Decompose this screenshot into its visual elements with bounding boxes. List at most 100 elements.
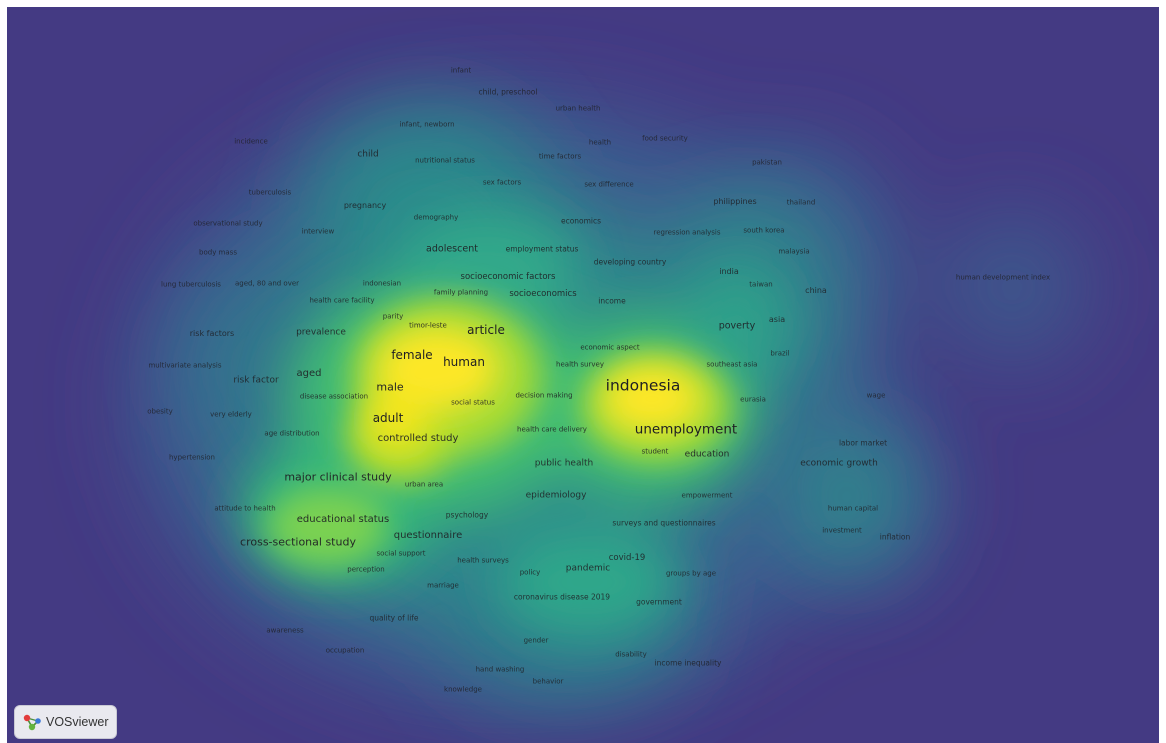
term-label-age-distribution[interactable]: age distribution [264, 431, 319, 438]
term-label-hand-washing[interactable]: hand washing [476, 667, 525, 674]
term-label-parity[interactable]: parity [383, 314, 403, 321]
term-label-food-security[interactable]: food security [642, 136, 688, 143]
term-label-disease-association[interactable]: disease association [300, 394, 368, 401]
term-label-china[interactable]: china [805, 287, 827, 295]
term-label-education[interactable]: education [685, 451, 730, 460]
term-label-observational-study[interactable]: observational study [193, 221, 262, 228]
term-label-prevalence[interactable]: prevalence [296, 329, 346, 338]
term-label-employment-status[interactable]: employment status [506, 245, 579, 253]
term-label-article[interactable]: article [467, 324, 505, 336]
term-label-epidemiology[interactable]: epidemiology [526, 492, 587, 501]
term-label-aged[interactable]: aged [297, 369, 322, 379]
term-label-india[interactable]: india [719, 268, 739, 276]
term-label-aged-80[interactable]: aged, 80 and over [235, 281, 299, 288]
term-label-pregnancy[interactable]: pregnancy [344, 202, 386, 210]
term-label-decision-making[interactable]: decision making [515, 393, 572, 400]
term-label-controlled-study[interactable]: controlled study [378, 434, 459, 444]
term-label-social-support[interactable]: social support [376, 551, 425, 558]
term-label-pakistan[interactable]: pakistan [752, 160, 782, 167]
term-label-social-status[interactable]: social status [451, 400, 495, 407]
term-label-regression-analysis[interactable]: regression analysis [653, 230, 720, 237]
term-label-poverty[interactable]: poverty [719, 321, 756, 331]
term-label-interview[interactable]: interview [302, 229, 334, 236]
term-label-inflation[interactable]: inflation [880, 533, 911, 541]
term-label-psychology[interactable]: psychology [446, 511, 488, 519]
term-label-quality-of-life[interactable]: quality of life [369, 614, 418, 622]
term-label-indonesian[interactable]: indonesian [363, 281, 401, 288]
term-label-groups-by-age[interactable]: groups by age [666, 571, 716, 578]
term-label-urban-area[interactable]: urban area [405, 482, 443, 489]
term-label-incidence[interactable]: incidence [234, 139, 268, 146]
term-label-socioeconomics[interactable]: socioeconomics [509, 290, 576, 299]
term-label-child[interactable]: child [357, 151, 378, 160]
term-label-awareness[interactable]: awareness [266, 628, 303, 635]
term-label-health-care-facility[interactable]: health care facility [309, 298, 374, 305]
term-label-cross-sectional-study[interactable]: cross-sectional study [240, 537, 356, 548]
term-label-lung-tuberculosis[interactable]: lung tuberculosis [161, 282, 221, 289]
term-label-human-development-index[interactable]: human development index [956, 275, 1050, 282]
term-label-socioeconomic-factors[interactable]: socioeconomic factors [461, 273, 556, 282]
term-label-southeast-asia[interactable]: southeast asia [707, 362, 758, 369]
term-label-unemployment[interactable]: unemployment [635, 423, 737, 437]
term-label-male[interactable]: male [376, 382, 403, 393]
term-label-urban-health[interactable]: urban health [556, 106, 601, 113]
term-label-coronavirus-disease-2019[interactable]: coronavirus disease 2019 [514, 593, 610, 601]
term-label-income[interactable]: income [598, 297, 625, 305]
term-label-timor-leste[interactable]: timor-leste [409, 323, 447, 330]
term-label-health-surveys[interactable]: health surveys [457, 558, 509, 565]
term-label-investment[interactable]: investment [822, 528, 862, 535]
term-label-infant-newborn[interactable]: infant, newborn [399, 122, 454, 129]
term-label-multivariate-analysis[interactable]: multivariate analysis [148, 363, 221, 370]
term-label-behavior[interactable]: behavior [533, 679, 564, 686]
term-label-thailand[interactable]: thailand [787, 200, 816, 207]
term-label-economic-growth[interactable]: economic growth [800, 460, 878, 469]
term-label-taiwan[interactable]: taiwan [749, 282, 772, 289]
term-label-empowerment[interactable]: empowerment [682, 493, 733, 500]
term-label-very-elderly[interactable]: very elderly [210, 412, 252, 419]
term-label-infant[interactable]: infant [451, 68, 471, 75]
term-label-eurasia[interactable]: eurasia [740, 397, 766, 404]
term-label-hypertension[interactable]: hypertension [169, 455, 215, 462]
term-label-female[interactable]: female [391, 349, 432, 361]
vosviewer-logo[interactable]: VOSviewer [14, 705, 117, 739]
term-label-human[interactable]: human [443, 356, 485, 368]
term-label-pandemic[interactable]: pandemic [566, 565, 610, 574]
term-label-health[interactable]: health [589, 140, 611, 147]
term-label-major-clinical-study[interactable]: major clinical study [284, 472, 391, 483]
term-label-child-preschool[interactable]: child, preschool [479, 88, 538, 96]
term-label-perception[interactable]: perception [347, 567, 384, 574]
term-label-policy[interactable]: policy [520, 570, 541, 577]
term-label-sex-difference[interactable]: sex difference [584, 182, 633, 189]
term-label-attitude-to-health[interactable]: attitude to health [214, 506, 275, 513]
term-label-wage[interactable]: wage [867, 393, 886, 400]
term-label-risk-factors[interactable]: risk factors [190, 330, 234, 338]
term-label-economic-aspect[interactable]: economic aspect [580, 345, 639, 352]
term-label-adolescent[interactable]: adolescent [426, 244, 478, 254]
term-label-public-health[interactable]: public health [535, 460, 593, 469]
term-label-time-factors[interactable]: time factors [539, 154, 581, 161]
term-label-family-planning[interactable]: family planning [434, 290, 488, 297]
term-label-economics[interactable]: economics [561, 217, 601, 225]
term-label-government[interactable]: government [636, 598, 682, 606]
term-label-developing-country[interactable]: developing country [594, 258, 667, 266]
term-label-nutritional-status[interactable]: nutritional status [415, 158, 475, 165]
term-label-marriage[interactable]: marriage [427, 583, 459, 590]
term-label-sex-factors[interactable]: sex factors [483, 180, 521, 187]
term-label-malaysia[interactable]: malaysia [778, 249, 809, 256]
term-label-surveys-and-questionnaires[interactable]: surveys and questionnaires [612, 519, 715, 527]
term-label-labor-market[interactable]: labor market [839, 439, 887, 447]
term-label-educational-status[interactable]: educational status [297, 515, 389, 525]
term-label-health-survey[interactable]: health survey [556, 362, 604, 369]
term-label-income-inequality[interactable]: income inequality [655, 659, 722, 667]
term-label-body-mass[interactable]: body mass [199, 250, 237, 257]
term-label-risk-factor[interactable]: risk factor [233, 377, 278, 386]
term-label-south-korea[interactable]: south korea [743, 228, 784, 235]
term-label-covid19[interactable]: covid-19 [609, 554, 646, 563]
density-map[interactable]: infant child, preschool urban health infant… [7, 7, 1159, 743]
term-label-gender[interactable]: gender [524, 638, 549, 645]
term-label-knowledge[interactable]: knowledge [444, 687, 482, 694]
term-label-asia[interactable]: asia [769, 316, 785, 324]
term-label-philippines[interactable]: philippines [713, 198, 756, 206]
term-label-questionnaire[interactable]: questionnaire [394, 531, 463, 541]
term-label-student[interactable]: student [642, 449, 669, 456]
